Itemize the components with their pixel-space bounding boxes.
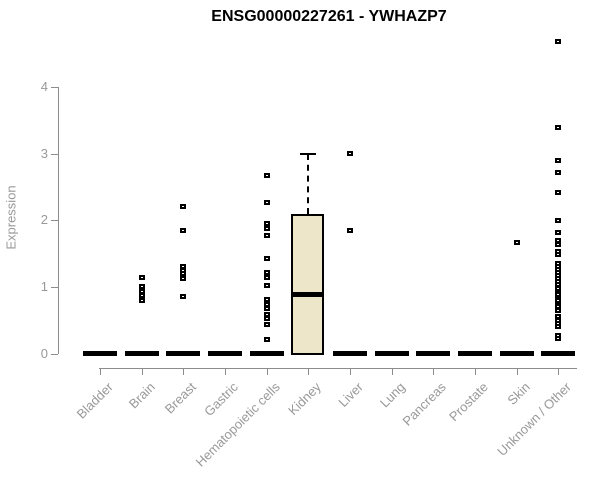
collapsed-box — [374, 351, 409, 356]
outlier-point — [263, 301, 270, 307]
outlier-point — [346, 151, 353, 157]
box-kidney — [291, 213, 325, 356]
x-tick — [349, 368, 351, 375]
collapsed-box — [457, 351, 492, 356]
y-tick-label: 2 — [40, 212, 48, 228]
outlier-point — [555, 230, 562, 236]
x-tick — [516, 368, 518, 375]
outlier-point — [555, 125, 562, 131]
x-tick — [100, 368, 101, 375]
outlier-point — [263, 283, 270, 289]
y-tick-label: 0 — [40, 345, 48, 361]
x-tick — [474, 368, 476, 375]
outlier-point — [263, 337, 270, 342]
outlier-point — [555, 335, 562, 341]
outlier-point — [263, 172, 270, 178]
outlier-point — [555, 190, 562, 196]
outlier-point — [138, 293, 145, 299]
outlier-point — [263, 316, 270, 322]
outlier-point — [346, 227, 353, 233]
outlier-point — [263, 306, 270, 312]
x-tick — [266, 368, 268, 375]
y-tick — [51, 87, 58, 89]
outlier-point — [138, 284, 145, 290]
outlier-point — [263, 221, 270, 227]
outlier-point — [513, 240, 520, 246]
outlier-point — [180, 276, 187, 282]
chart-title: ENSG00000227261 - YWHAZP7 — [211, 8, 447, 25]
collapsed-box — [166, 351, 201, 356]
collapsed-box — [249, 351, 284, 356]
y-tick-label: 3 — [40, 145, 48, 161]
outlier-point — [263, 321, 270, 327]
outlier-point — [555, 38, 562, 44]
outlier-point — [263, 311, 270, 317]
outlier-point — [263, 269, 270, 275]
outlier-point — [263, 200, 270, 206]
y-tick — [51, 220, 58, 222]
y-tick — [51, 353, 58, 355]
collapsed-box — [207, 351, 242, 356]
y-tick — [51, 286, 58, 288]
outlier-point — [138, 297, 145, 303]
collapsed-box — [499, 351, 534, 356]
outlier-point — [555, 241, 562, 247]
outlier-point — [180, 271, 187, 277]
outlier-point — [555, 323, 562, 329]
upper-whisker — [307, 153, 310, 214]
x-axis-line — [99, 368, 577, 369]
outlier-point — [555, 217, 562, 223]
collapsed-box — [541, 351, 576, 356]
x-tick — [224, 368, 226, 375]
outlier-point — [138, 275, 145, 281]
outlier-point — [263, 256, 270, 262]
y-tick-label: 4 — [40, 79, 48, 95]
x-tick — [141, 368, 143, 375]
collapsed-box — [83, 351, 117, 356]
outlier-point — [555, 252, 562, 258]
collapsed-box — [416, 351, 451, 356]
y-tick-label: 1 — [40, 278, 48, 294]
x-tick — [391, 368, 393, 375]
outlier-point — [263, 297, 270, 303]
outlier-point — [555, 157, 562, 163]
y-tick — [51, 153, 58, 155]
y-axis-line — [58, 87, 59, 354]
x-tick — [433, 368, 435, 375]
x-tick — [308, 368, 310, 375]
outlier-point — [263, 233, 270, 239]
outlier-point — [180, 294, 187, 300]
outlier-point — [555, 307, 562, 313]
outlier-point — [263, 226, 270, 232]
outlier-point — [263, 275, 270, 281]
x-tick — [183, 368, 185, 375]
collapsed-box — [332, 351, 367, 356]
outlier-point — [180, 204, 187, 210]
outlier-point — [555, 169, 562, 175]
x-tick — [558, 368, 560, 375]
whisker-cap — [300, 152, 317, 155]
median-line — [291, 291, 325, 297]
outlier-point — [180, 227, 187, 233]
collapsed-box — [124, 351, 159, 356]
